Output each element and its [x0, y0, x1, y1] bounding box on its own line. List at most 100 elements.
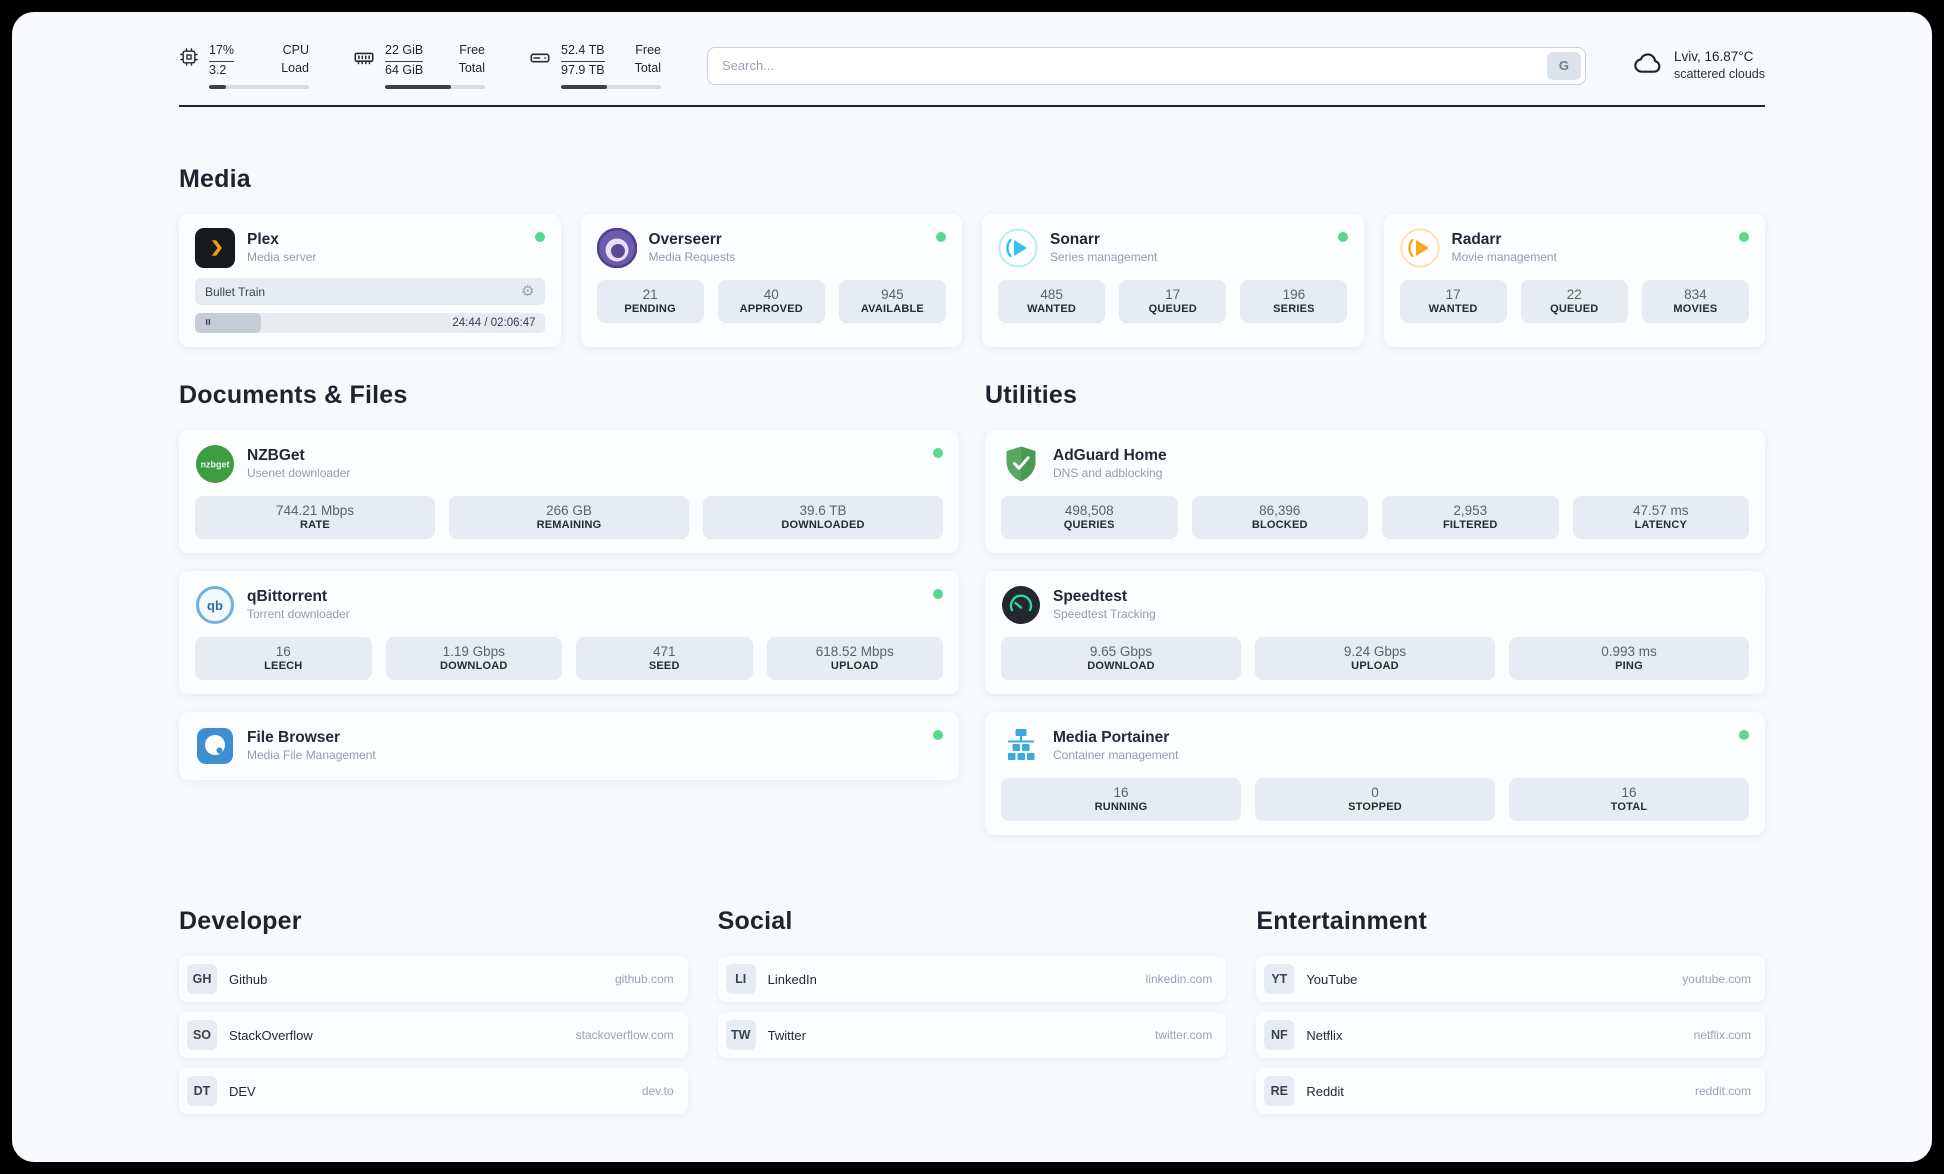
stat-label: RUNNING	[1094, 801, 1148, 813]
bookmark-link-twitter[interactable]: TW Twitter twitter.com	[717, 1012, 1227, 1058]
app-card-nzbget[interactable]: nzbget NZBGet Usenet downloader 74	[179, 430, 959, 553]
bookmark-name: Github	[229, 971, 268, 987]
playback-progress-fill	[195, 313, 262, 333]
now-playing-row: Bullet Train ⚙	[195, 278, 545, 305]
stat-box: 744.21 Mbps RATE	[195, 496, 435, 539]
stat-value: 945	[881, 287, 904, 302]
pause-icon[interactable]	[203, 314, 213, 332]
stat-label: FILTERED	[1442, 519, 1498, 531]
weather-widget: Lviv, 16.87°C scattered clouds	[1632, 47, 1765, 84]
app-card-qbittorrent[interactable]: qb qBittorrent Torrent downloader	[179, 571, 959, 694]
plex-icon	[195, 228, 235, 268]
stat-label: DOWNLOADED	[781, 519, 865, 531]
app-card-radarr[interactable]: Radarr Movie management 17 WANTED 22 QUE…	[1383, 214, 1765, 347]
stat-box: 39.6 TB DOWNLOADED	[703, 496, 943, 539]
app-name: Sonarr	[1050, 231, 1100, 249]
stat-label: APPROVED	[739, 303, 803, 315]
app-subtitle: Movie management	[1451, 250, 1557, 265]
stat-label: REMAINING	[536, 519, 602, 531]
gear-icon[interactable]: ⚙	[521, 283, 535, 300]
cpu-load-value: 3.2	[209, 62, 227, 77]
stat-label: AVAILABLE	[860, 303, 924, 315]
bookmark-link-reddit[interactable]: RE Reddit reddit.com	[1256, 1068, 1765, 1114]
speedtest-icon	[1001, 585, 1041, 625]
top-bar: 17% 3.2 CPU Load	[179, 42, 1765, 89]
bookmark-name: Reddit	[1306, 1083, 1344, 1099]
ram-free-label: Free	[459, 43, 485, 57]
bookmark-domain: reddit.com	[1694, 1084, 1751, 1098]
ram-icon	[353, 47, 375, 74]
app-card-speedtest[interactable]: Speedtest Speedtest Tracking 9.65 Gbps D…	[985, 571, 1765, 694]
ram-progress-fill	[385, 85, 451, 89]
section-title-documents: Documents & Files	[179, 381, 408, 409]
bookmarks-section: Developer GH Github github.com SO StackO…	[179, 907, 1765, 1114]
bookmark-group-title: Social	[717, 907, 793, 935]
stat-box: 47.57 ms LATENCY	[1572, 496, 1749, 539]
media-grid: Plex Media server Bullet Train ⚙	[179, 214, 1765, 347]
app-card-plex[interactable]: Plex Media server Bullet Train ⚙	[179, 214, 561, 347]
stat-label: MOVIES	[1673, 303, 1718, 315]
stat-value: 471	[652, 644, 676, 659]
stat-label: DOWNLOAD	[1087, 660, 1155, 672]
stat-value: 618.52 Mbps	[815, 644, 894, 659]
stat-box: 0 STOPPED	[1255, 778, 1495, 821]
disk-total-value: 97.9 TB	[561, 62, 605, 77]
bookmark-link-github[interactable]: GH Github github.com	[179, 956, 688, 1002]
app-card-filebrowser[interactable]: File Browser Media File Management	[179, 712, 959, 780]
stat-box: 834 MOVIES	[1641, 280, 1749, 323]
stat-value: 9.24 Gbps	[1343, 644, 1407, 659]
bookmark-group-developer: Developer GH Github github.com SO StackO…	[179, 907, 688, 1114]
bookmark-link-linkedin[interactable]: LI LinkedIn linkedin.com	[717, 956, 1227, 1002]
app-name: qBittorrent	[247, 588, 328, 606]
app-subtitle: Usenet downloader	[247, 466, 351, 481]
bookmark-domain: github.com	[614, 972, 674, 986]
app-card-portainer[interactable]: Media Portainer Container management 16 …	[985, 712, 1765, 835]
svg-text:qb: qb	[207, 598, 223, 613]
app-stats: 498,508 QUERIES 86,396 BLOCKED 2,953 FIL…	[1001, 496, 1749, 539]
cpu-load-label: Load	[281, 60, 309, 75]
app-name: Speedtest	[1053, 588, 1128, 606]
app-card-adguard[interactable]: AdGuard Home DNS and adblocking 498,508 …	[985, 430, 1765, 553]
bookmark-name: Twitter	[767, 1027, 806, 1043]
bookmark-link-youtube[interactable]: YT YouTube youtube.com	[1256, 956, 1765, 1002]
playback-progress-bar[interactable]: 24:44 / 02:06:47	[195, 313, 545, 333]
bookmark-badge: DT	[187, 1076, 217, 1106]
app-stats: 9.65 Gbps DOWNLOAD 9.24 Gbps UPLOAD 0.99…	[1001, 637, 1749, 680]
stat-value: 47.57 ms	[1632, 503, 1689, 518]
bookmark-link-stackoverflow[interactable]: SO StackOverflow stackoverflow.com	[179, 1012, 688, 1058]
bookmark-domain: dev.to	[641, 1084, 674, 1098]
cpu-icon	[179, 47, 199, 72]
bookmark-badge: LI	[725, 964, 756, 994]
sonarr-icon	[998, 228, 1038, 268]
bookmark-name: DEV	[229, 1083, 256, 1099]
app-subtitle: Torrent downloader	[247, 607, 350, 622]
weather-condition: scattered clouds	[1673, 67, 1765, 82]
ram-total-label: Total	[458, 60, 485, 75]
app-card-overseerr[interactable]: Overseerr Media Requests 21 PENDING 40 A…	[580, 214, 962, 347]
search-engine-button[interactable]: G	[1546, 51, 1581, 80]
status-dot	[933, 589, 943, 599]
search-input[interactable]	[707, 46, 1586, 85]
disk-icon	[529, 47, 551, 74]
section-media: Media Plex Media server	[179, 165, 1765, 347]
bookmark-name: Netflix	[1306, 1027, 1343, 1043]
cpu-usage-percent: 17%	[209, 42, 235, 62]
app-card-sonarr[interactable]: Sonarr Series management 485 WANTED 17 Q…	[982, 214, 1364, 347]
stat-box: 16 LEECH	[195, 637, 372, 680]
app-name: Media Portainer	[1053, 729, 1170, 747]
bookmark-link-netflix[interactable]: NF Netflix netflix.com	[1256, 1012, 1765, 1058]
stat-value: 86,396	[1259, 503, 1301, 518]
stat-label: LATENCY	[1634, 519, 1688, 531]
bookmark-domain: linkedin.com	[1145, 972, 1213, 986]
stat-box: 17 WANTED	[1399, 280, 1507, 323]
stat-value: 1.19 Gbps	[442, 644, 505, 659]
cpu-progress-bar	[209, 85, 309, 89]
stat-box: 618.52 Mbps UPLOAD	[766, 637, 943, 680]
app-subtitle: Container management	[1053, 748, 1179, 763]
stat-box: 471 SEED	[576, 637, 753, 680]
bookmark-link-dev[interactable]: DT DEV dev.to	[179, 1068, 688, 1114]
app-stats: 17 WANTED 22 QUEUED 834 MOVIES	[1399, 280, 1750, 323]
stat-value: 17	[1165, 287, 1181, 302]
stat-value: 744.21 Mbps	[275, 503, 355, 518]
nzbget-icon: nzbget	[195, 444, 235, 484]
